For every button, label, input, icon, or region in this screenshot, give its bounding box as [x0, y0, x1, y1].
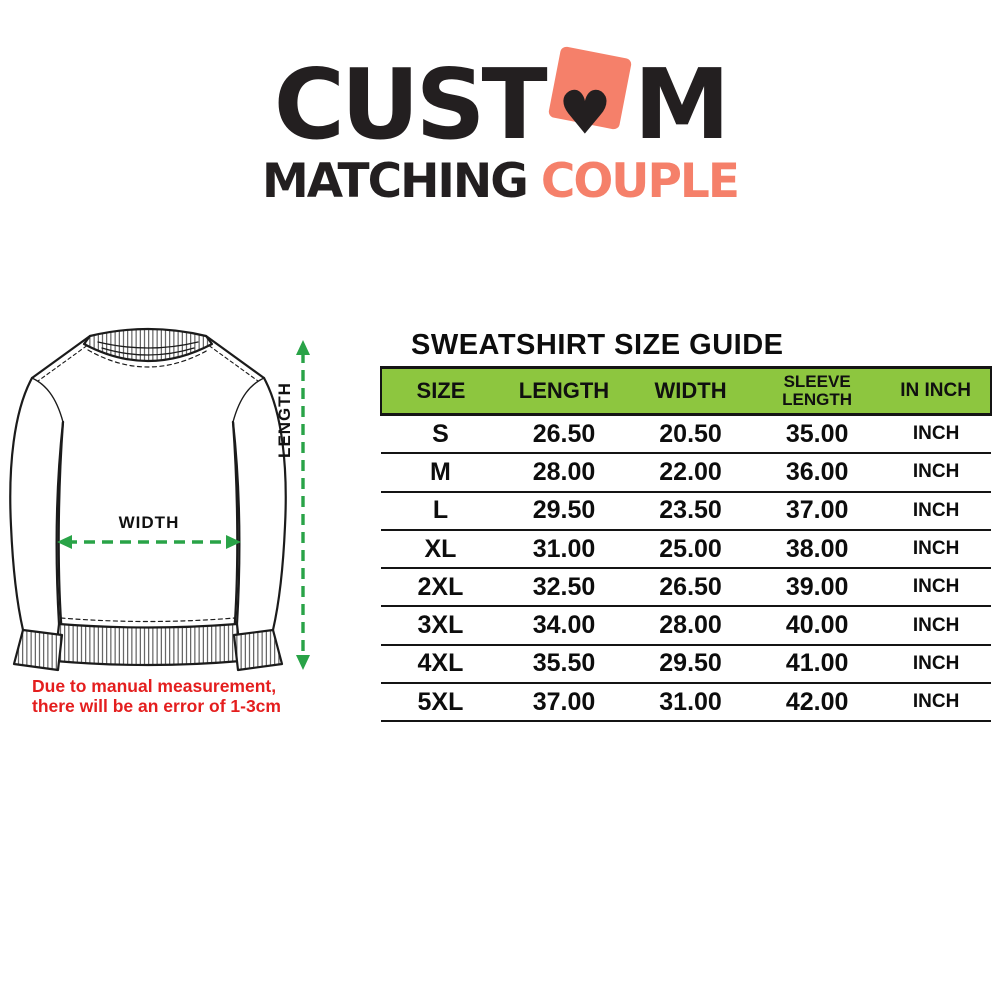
cell-width: 23.50 [628, 491, 754, 531]
cell-sleeve: 38.00 [753, 529, 882, 570]
cell-length: 32.50 [499, 568, 629, 608]
cell-length: 26.50 [499, 414, 629, 455]
cell-width: 25.00 [628, 529, 754, 570]
cell-unit: INCH [881, 606, 991, 646]
cell-unit: INCH [881, 568, 991, 608]
measurement-note: Due to manual measurement, there will be… [32, 676, 281, 716]
table-row: S 26.50 20.50 35.00 INCH [381, 414, 991, 455]
measurement-note-line1: Due to manual measurement, [32, 676, 277, 696]
column-header-sleeve-length: SLEEVE LENGTH [753, 367, 882, 416]
column-header-size: SIZE [380, 367, 500, 416]
cell-sleeve: 35.00 [753, 414, 882, 455]
cell-size: 3XL [381, 606, 500, 646]
brand-word-end: M [633, 48, 731, 161]
length-arrow [296, 340, 310, 670]
brand-wordmark: CUST ♥ M [0, 45, 1000, 153]
column-header-unit: IN INCH [881, 367, 992, 416]
sweatshirt-outline-drawing [9, 327, 287, 672]
table-row: 5XL 37.00 31.00 42.00 INCH [381, 683, 991, 723]
table-row: XL 31.00 25.00 38.00 INCH [381, 529, 991, 570]
table-row: 2XL 32.50 26.50 39.00 INCH [381, 568, 991, 608]
width-arrow-label: WIDTH [119, 513, 180, 532]
brand-subtitle-matching: MATCHING [262, 154, 529, 209]
cell-length: 28.00 [499, 453, 629, 493]
cell-sleeve: 41.00 [753, 644, 882, 685]
heart-icon: ♥ [557, 78, 612, 149]
cell-width: 22.00 [628, 453, 754, 493]
table-row: 3XL 34.00 28.00 40.00 INCH [381, 606, 991, 646]
cell-length: 37.00 [499, 683, 629, 723]
cell-width: 29.50 [628, 644, 754, 685]
cell-size: S [381, 414, 500, 455]
cell-unit: INCH [881, 491, 991, 531]
size-guide-title: SWEATSHIRT SIZE GUIDE [411, 329, 784, 361]
cell-width: 26.50 [628, 568, 754, 608]
cell-unit: INCH [881, 414, 991, 455]
table-header-row: SIZE LENGTH WIDTH SLEEVE LENGTH IN INCH [380, 367, 992, 416]
cell-unit: INCH [881, 683, 991, 723]
length-arrow-label: LENGTH [275, 382, 294, 458]
cell-size: M [381, 453, 500, 493]
width-arrow [57, 535, 241, 549]
cell-width: 20.50 [628, 414, 754, 455]
heart-square: ♥ [547, 45, 632, 149]
cell-unit: INCH [881, 529, 991, 570]
cell-width: 31.00 [628, 683, 754, 723]
cell-sleeve: 37.00 [753, 491, 882, 531]
size-table-body: S 26.50 20.50 35.00 INCH M 28.00 22.00 36.00 INCH… [381, 414, 991, 723]
column-header-width: WIDTH [628, 367, 754, 416]
cell-sleeve: 36.00 [753, 453, 882, 493]
measurement-note-line2: there will be an error of 1-3cm [32, 696, 281, 717]
cell-sleeve: 40.00 [753, 606, 882, 646]
table-row: 4XL 35.50 29.50 41.00 INCH [381, 644, 991, 685]
column-header-length: LENGTH [499, 367, 629, 416]
cell-length: 34.00 [499, 606, 629, 646]
cell-sleeve: 39.00 [753, 568, 882, 608]
size-guide-section: SWEATSHIRT SIZE GUIDE SIZE LENGTH WIDTH … [380, 329, 992, 723]
brand-logo: CUST ♥ M MATCHING COUPLE [0, 45, 1000, 205]
table-row: L 29.50 23.50 37.00 INCH [381, 491, 991, 531]
brand-subtitle-couple: COUPLE [540, 154, 740, 209]
cell-unit: INCH [881, 453, 991, 493]
brand-subtitle: MATCHING COUPLE [0, 158, 1000, 205]
brand-word-start: CUST [273, 48, 548, 161]
cell-length: 31.00 [499, 529, 629, 570]
cell-size: 5XL [381, 683, 500, 723]
cell-unit: INCH [881, 644, 991, 685]
size-table: SIZE LENGTH WIDTH SLEEVE LENGTH IN INCH … [380, 366, 992, 723]
cell-width: 28.00 [628, 606, 754, 646]
cell-size: XL [381, 529, 500, 570]
cell-length: 29.50 [499, 491, 629, 531]
cell-length: 35.50 [499, 644, 629, 685]
sweatshirt-measurement-diagram: WIDTH LENGTH [9, 327, 310, 672]
table-row: M 28.00 22.00 36.00 INCH [381, 453, 991, 493]
cell-size: 4XL [381, 644, 500, 685]
cell-size: 2XL [381, 568, 500, 608]
cell-size: L [381, 491, 500, 531]
cell-sleeve: 42.00 [753, 683, 882, 723]
